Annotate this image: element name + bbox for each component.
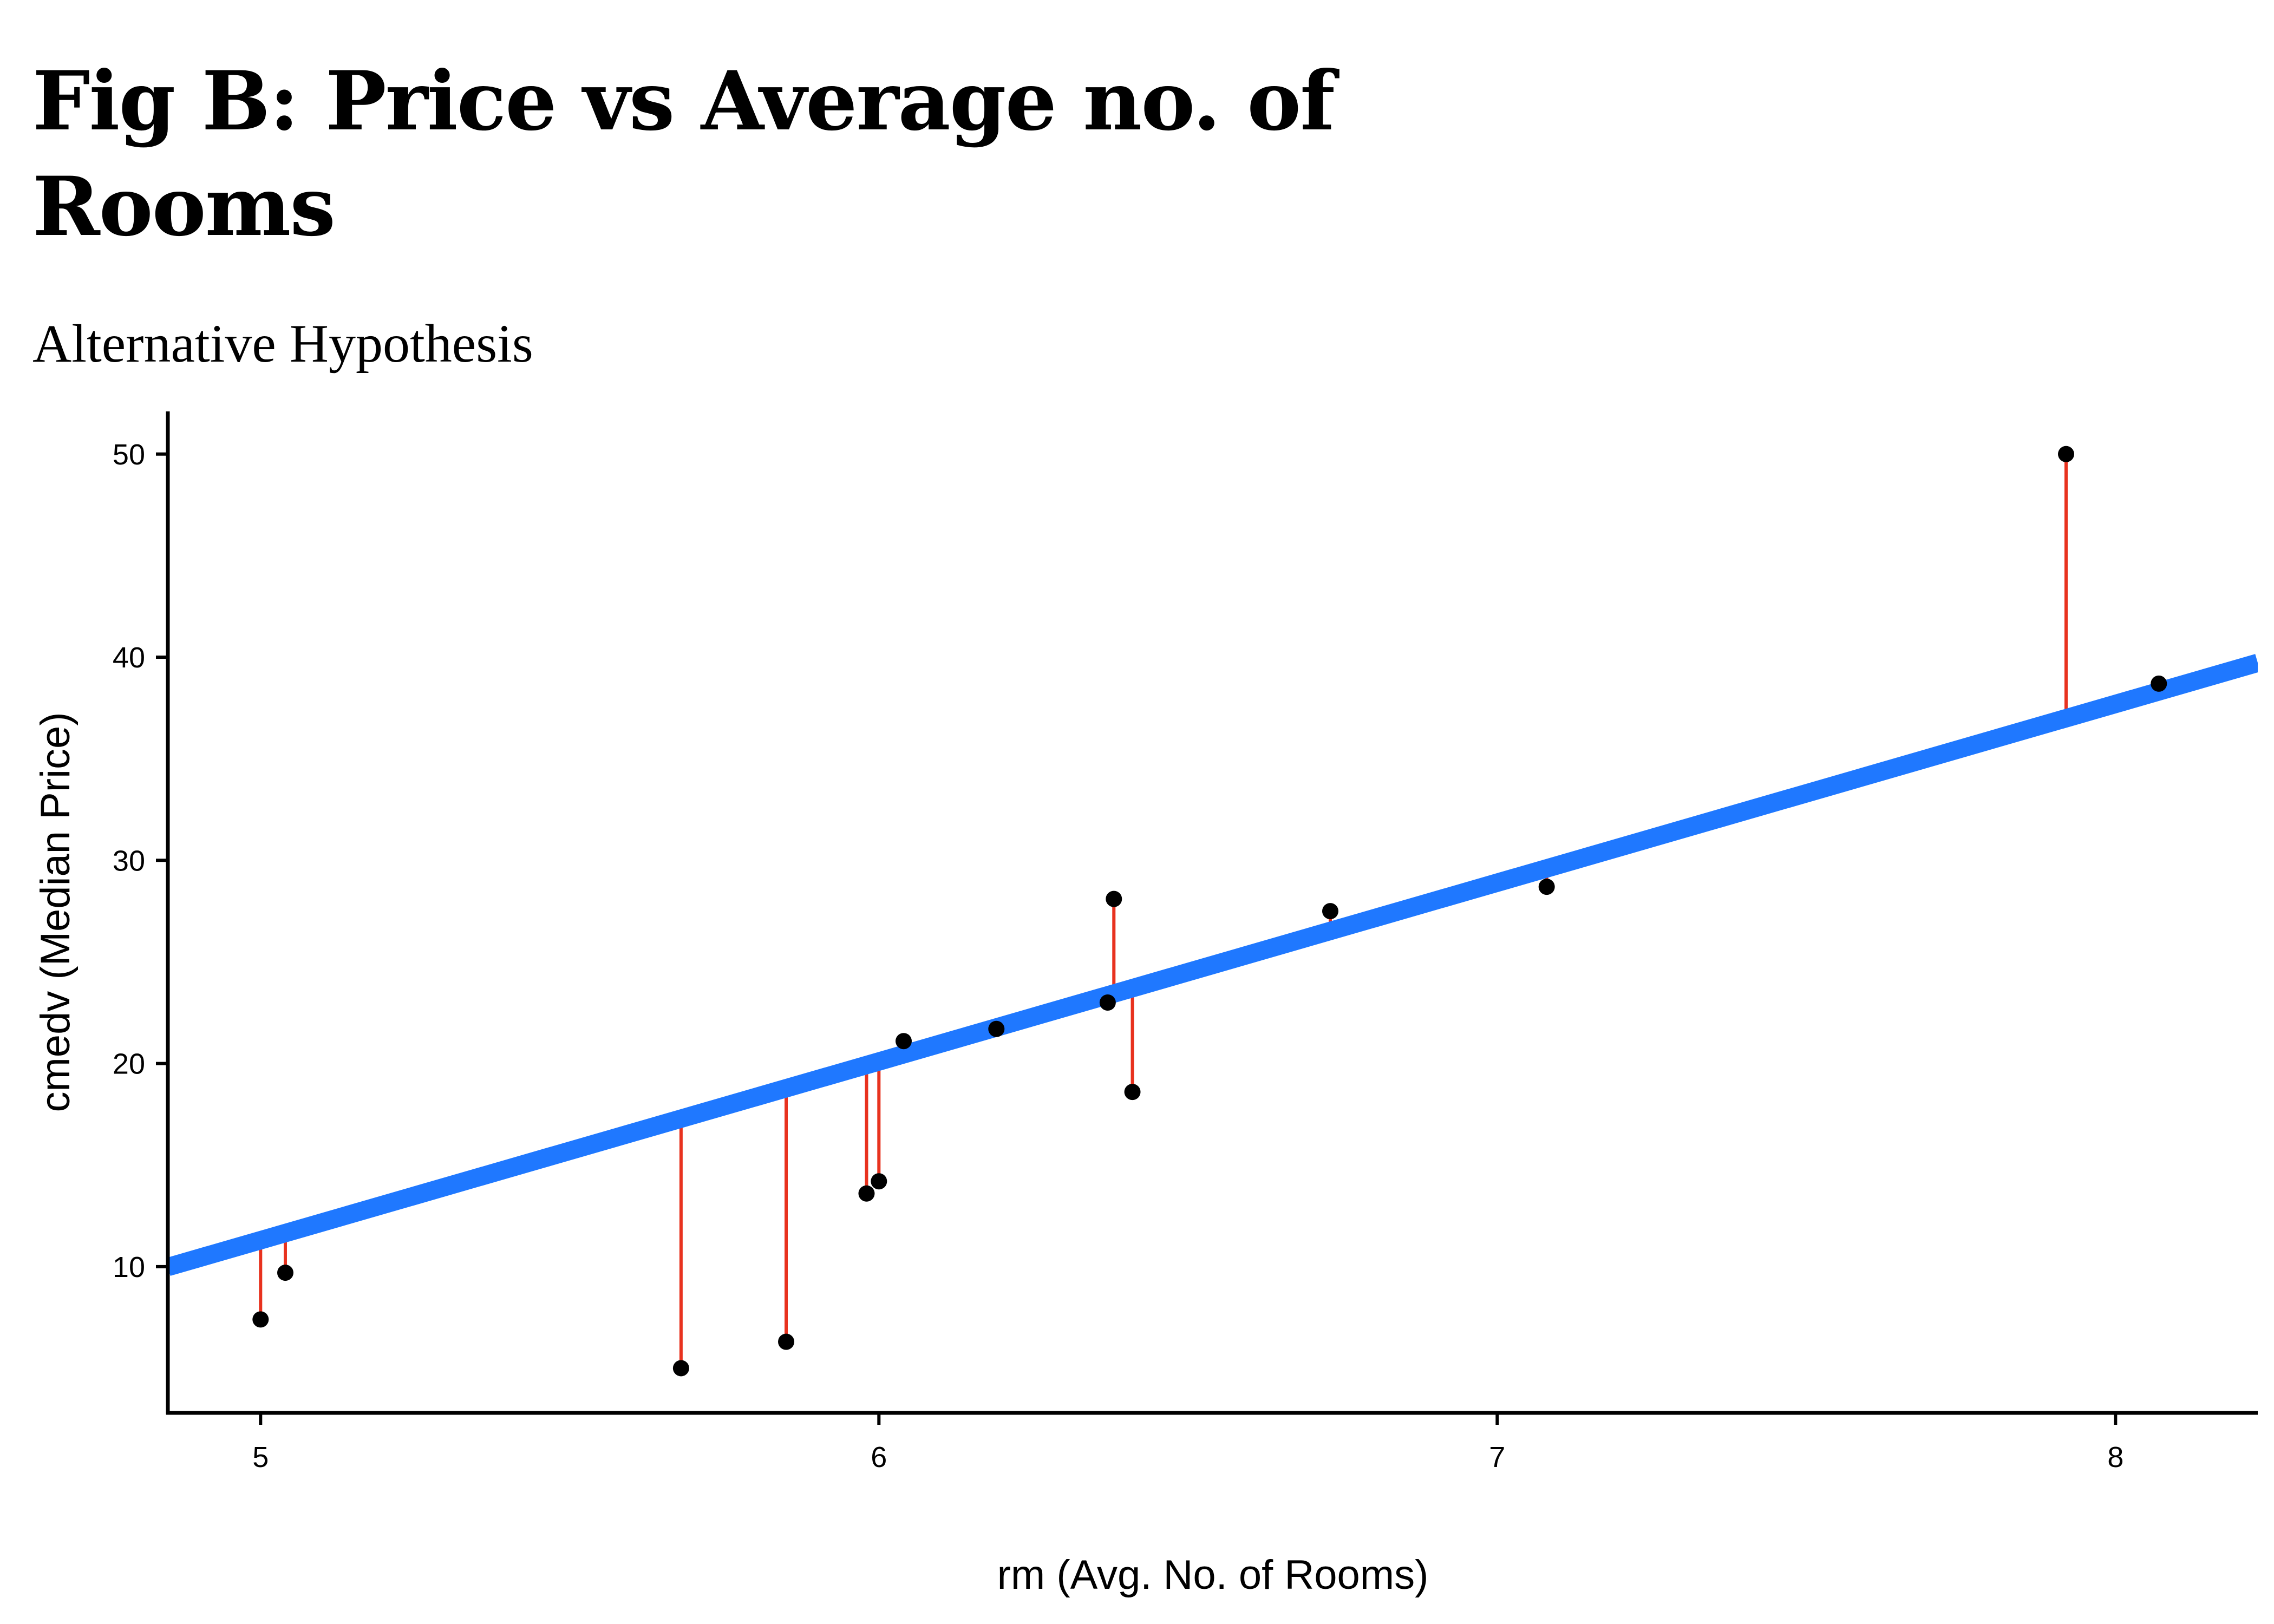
y-axis-title: cmedv (Median Price) (32, 712, 79, 1112)
data-points (252, 446, 2167, 1377)
x-tick-label: 6 (871, 1441, 887, 1474)
chart-subtitle: Alternative Hypothesis (32, 313, 533, 374)
data-point-3 (672, 1360, 689, 1377)
x-tick-label: 8 (2107, 1441, 2123, 1474)
data-point-13 (1538, 879, 1555, 895)
chart-title: Fig B: Price vs Average no. of Rooms (32, 54, 1335, 254)
data-point-6 (871, 1173, 887, 1190)
residual-lines (259, 454, 2161, 1368)
data-point-8 (988, 1020, 1005, 1037)
x-axis-ticks: 5 6 7 8 (252, 1413, 2123, 1474)
y-tick-label: 50 (113, 438, 145, 471)
data-point-1 (252, 1311, 269, 1328)
regression-line (168, 654, 2258, 1276)
data-point-15 (2151, 675, 2167, 692)
data-point-7 (895, 1033, 912, 1050)
data-point-9 (1099, 994, 1116, 1011)
x-tick-label: 5 (252, 1441, 269, 1474)
y-tick-label: 30 (113, 844, 145, 877)
data-point-14 (2057, 446, 2074, 462)
x-tick-label: 7 (1489, 1441, 1505, 1474)
x-axis-title: rm (Avg. No. of Rooms) (997, 1552, 1429, 1598)
data-point-12 (1322, 903, 1338, 920)
data-point-5 (858, 1185, 875, 1202)
data-point-10 (1106, 890, 1122, 907)
y-axis-ticks: 10 20 30 40 50 (113, 438, 168, 1284)
y-tick-label: 40 (113, 641, 145, 674)
y-tick-label: 20 (113, 1048, 145, 1081)
y-tick-label: 10 (113, 1251, 145, 1284)
data-point-11 (1124, 1084, 1141, 1101)
data-point-4 (778, 1333, 795, 1350)
data-point-2 (277, 1265, 293, 1281)
